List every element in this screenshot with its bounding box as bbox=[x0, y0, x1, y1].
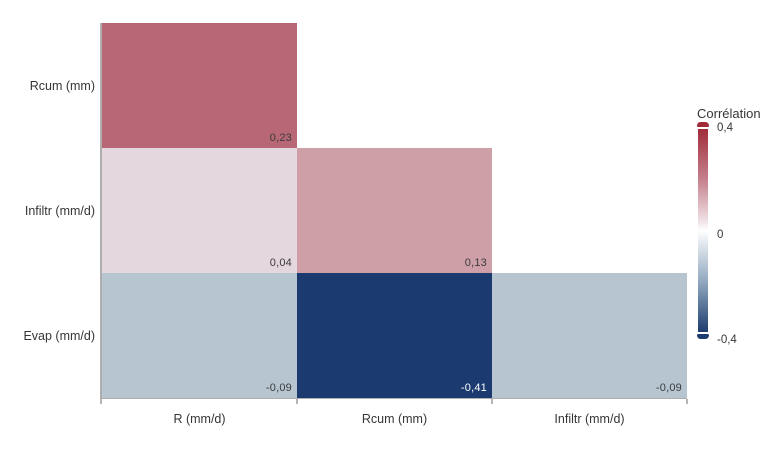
y-axis-label-evap: Evap (mm/d) bbox=[23, 328, 95, 343]
heatmap-cell[interactable]: 0,23 bbox=[102, 23, 297, 148]
cell-value-label: -0,09 bbox=[655, 382, 682, 394]
x-axis-tick bbox=[296, 399, 298, 404]
x-axis-tick bbox=[686, 399, 688, 404]
cell-value-label: 0,13 bbox=[464, 257, 487, 269]
y-axis-line bbox=[100, 23, 102, 398]
x-axis-label-r: R (mm/d) bbox=[173, 412, 226, 426]
x-axis-label-rcum: Rcum (mm) bbox=[361, 412, 428, 426]
heatmap-cell[interactable]: -0,41 bbox=[297, 273, 492, 398]
colorbar-min-label: -0,4 bbox=[717, 334, 737, 346]
cell-value-label: 0,23 bbox=[269, 132, 292, 144]
cell-value-label: 0,04 bbox=[269, 257, 292, 269]
colorbar-mid-label: 0 bbox=[717, 229, 724, 241]
heatmap-cell[interactable]: 0,04 bbox=[102, 148, 297, 273]
colorbar-top-cap bbox=[697, 122, 709, 127]
heatmap-cell[interactable]: 0,13 bbox=[297, 148, 492, 273]
x-axis-tick bbox=[100, 399, 102, 404]
colorbar-max-label: 0,4 bbox=[717, 122, 733, 134]
cell-value-label: -0,41 bbox=[460, 382, 487, 394]
y-axis-label-rcum: Rcum (mm) bbox=[29, 78, 95, 93]
colorbar-gradient bbox=[698, 129, 708, 332]
heatmap-cell[interactable]: -0,09 bbox=[102, 273, 297, 398]
x-axis-tick bbox=[491, 399, 493, 404]
x-axis-label-infiltr: Infiltr (mm/d) bbox=[554, 412, 625, 426]
heatmap-cell[interactable]: -0,09 bbox=[492, 273, 687, 398]
cell-value-label: -0,09 bbox=[265, 382, 292, 394]
x-axis-line bbox=[100, 397, 687, 399]
y-axis-label-infiltr: Infiltr (mm/d) bbox=[24, 203, 95, 218]
legend-title: Corrélation bbox=[697, 106, 761, 121]
colorbar-bottom-cap bbox=[697, 334, 709, 339]
